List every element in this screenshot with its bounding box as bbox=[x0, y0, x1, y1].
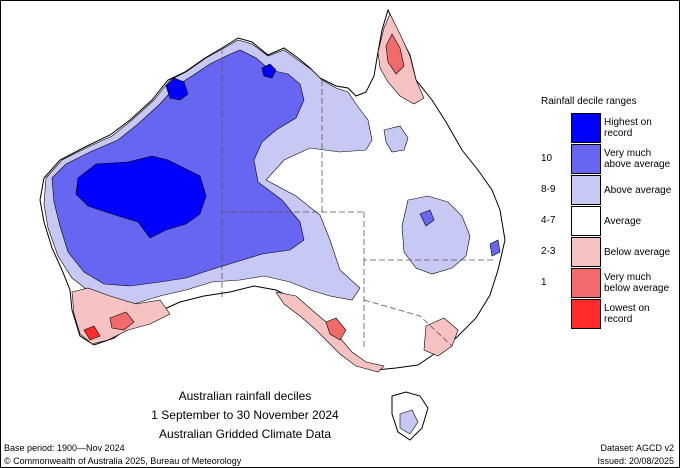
region-highest-north bbox=[261, 63, 277, 79]
legend-range: 8-9 bbox=[541, 184, 556, 195]
region-sw-lowest bbox=[83, 325, 101, 341]
region-east-above bbox=[401, 195, 471, 275]
legend-swatch bbox=[571, 237, 601, 267]
legend-label: Below average bbox=[604, 246, 671, 258]
legend-swatch bbox=[571, 113, 601, 143]
issued-date: Issued: 20/08/2025 bbox=[597, 456, 674, 466]
region-highest-kimberley bbox=[165, 77, 189, 101]
map-title: Australian rainfall deciles bbox=[178, 389, 312, 403]
border-nsw-vic bbox=[363, 299, 453, 347]
legend-label: Highest on record bbox=[604, 117, 652, 139]
legend-range: 4-7 bbox=[541, 215, 556, 226]
map-title-block: Australian rainfall deciles 1 September … bbox=[125, 387, 365, 444]
map-dataset-name: Australian Gridded Climate Data bbox=[158, 427, 332, 441]
base-period: Base period: 1900—Nov 2024 bbox=[4, 443, 125, 453]
legend-swatch bbox=[571, 206, 601, 236]
region-qld-above bbox=[383, 125, 409, 153]
legend-swatch bbox=[571, 268, 601, 298]
dataset-label: Dataset: AGCD v2 bbox=[600, 443, 674, 453]
region-sw-very-below bbox=[109, 311, 135, 331]
legend-range: 2-3 bbox=[541, 246, 556, 257]
legend-swatch bbox=[571, 144, 601, 174]
legend-label: Very much above average bbox=[604, 148, 671, 170]
legend-item: 10 Very much above average bbox=[541, 144, 676, 174]
legend-range: 1 bbox=[541, 277, 547, 288]
legend-range bbox=[541, 299, 569, 329]
region-east-very-much bbox=[419, 209, 435, 227]
legend-item: Highest on record bbox=[541, 113, 676, 143]
copyright: © Commonwealth of Australia 2025, Bureau… bbox=[4, 456, 242, 466]
legend-item: 8-9 Above average bbox=[541, 175, 676, 205]
map-period: 1 September to 30 November 2024 bbox=[151, 408, 339, 422]
region-sa-very-below bbox=[325, 317, 347, 341]
legend-label: Very much below average bbox=[604, 272, 670, 294]
legend-range: 10 bbox=[541, 153, 553, 164]
region-capeyork-very-below bbox=[385, 33, 405, 75]
legend-label: Above average bbox=[604, 184, 672, 196]
legend-item: 2-3 Below average bbox=[541, 237, 676, 267]
region-east-very-much-2 bbox=[489, 239, 501, 257]
legend-range bbox=[541, 113, 569, 143]
legend-label: Average bbox=[604, 215, 642, 227]
legend-swatch bbox=[571, 175, 601, 205]
legend-item: 4-7 Average bbox=[541, 206, 676, 236]
legend-item: Lowest on record bbox=[541, 299, 676, 329]
state-borders bbox=[221, 48, 496, 350]
legend-item: 1 Very much below average bbox=[541, 268, 676, 298]
legend-label: Lowest on record bbox=[604, 303, 650, 325]
legend-title: Rainfall decile ranges bbox=[541, 96, 637, 107]
legend-swatch bbox=[571, 299, 601, 329]
region-highest-on-record bbox=[75, 155, 207, 239]
tasmania-above bbox=[399, 409, 419, 435]
